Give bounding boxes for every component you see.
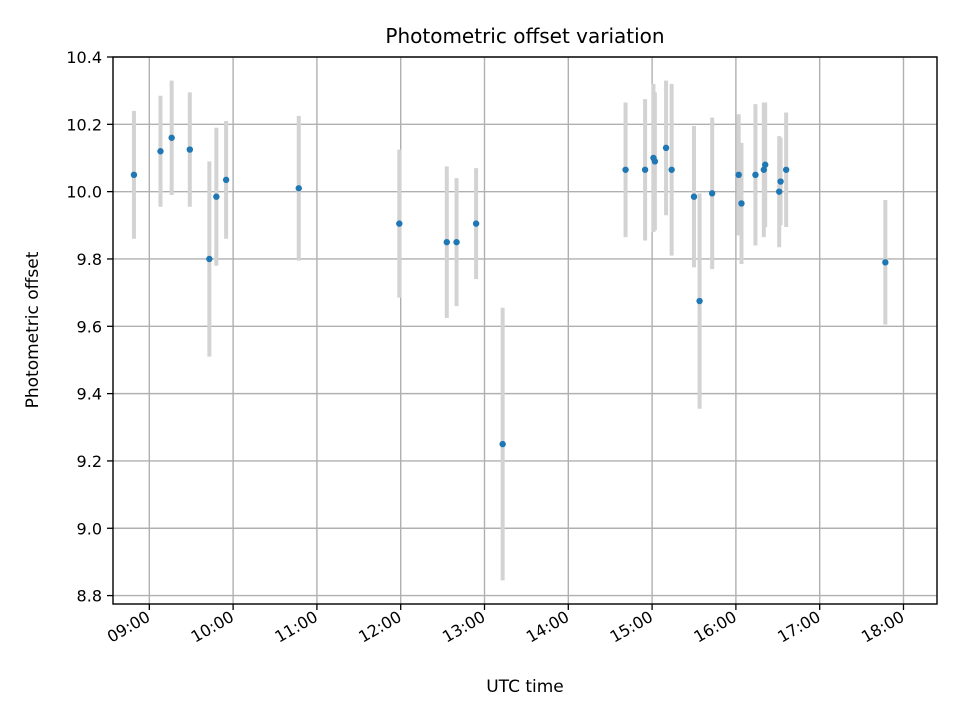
y-tick-label: 8.8 [77, 587, 102, 606]
data-point [668, 166, 675, 173]
data-point [738, 200, 745, 207]
data-point [782, 166, 790, 173]
data-point [760, 166, 768, 173]
data-point [186, 146, 194, 153]
data-point [396, 220, 403, 227]
data-point [762, 161, 769, 168]
data-point [662, 144, 670, 152]
data-point [222, 176, 230, 184]
data-point [735, 171, 742, 179]
data-point [206, 255, 213, 263]
data-point [696, 297, 703, 305]
data-point [295, 185, 302, 192]
data-point [708, 190, 716, 197]
data-point [443, 238, 450, 246]
y-tick-label: 10.0 [66, 183, 102, 202]
y-axis: 8.8 9.0 9.2 9.4 9.6 9.8 10.0 10.2 10.4 [66, 48, 113, 606]
y-tick-label: 9.6 [77, 317, 102, 336]
data-point [690, 193, 698, 200]
data-point [775, 188, 783, 195]
data-point [651, 158, 659, 165]
data-point [168, 134, 175, 141]
data-point [882, 259, 889, 266]
data-point [499, 440, 506, 448]
y-tick-label: 9.8 [77, 250, 102, 269]
chart-title: Photometric offset variation [385, 24, 664, 48]
y-tick-label: 9.4 [77, 385, 102, 404]
y-tick-label: 10.4 [66, 48, 102, 67]
plot-frame [112, 56, 938, 605]
data-point [157, 148, 164, 155]
data-point [472, 220, 480, 227]
data-point [641, 166, 649, 173]
data-point [213, 193, 220, 200]
data-point [777, 178, 784, 185]
data-point [622, 166, 629, 173]
data-points [130, 134, 889, 448]
data-point [130, 171, 138, 179]
y-tick-label: 10.2 [66, 115, 102, 134]
y-tick-label: 9.2 [77, 452, 102, 471]
data-point [752, 171, 759, 179]
y-tick-label: 9.0 [77, 519, 102, 538]
y-axis-title: Photometric offset [23, 251, 43, 408]
data-point [453, 238, 460, 246]
x-axis-title: UTC time [486, 677, 564, 697]
